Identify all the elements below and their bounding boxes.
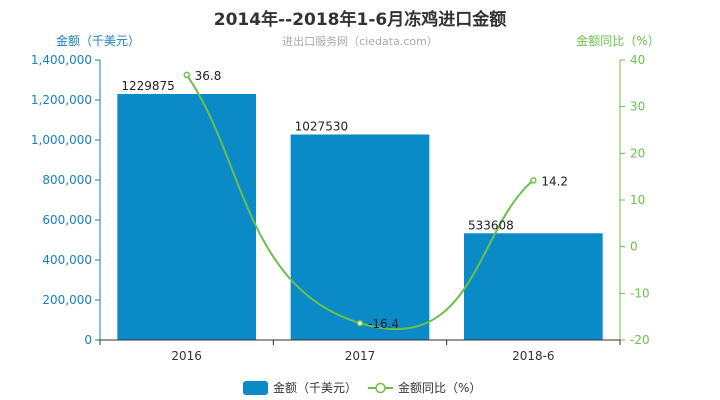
y-right-tick-label: 40 (630, 53, 645, 67)
y-right-tick-label: 30 (630, 100, 645, 114)
y-right-tick-label: -10 (630, 286, 650, 300)
x-tick-label: 2016 (171, 349, 202, 363)
y-left-tick-label: 600,000 (42, 213, 92, 227)
y-left-tick-label: 1,400,000 (31, 53, 92, 67)
y-left-tick-label: 400,000 (42, 253, 92, 267)
legend-line-label: 金额同比（%） (398, 380, 481, 395)
bar (290, 134, 430, 340)
bar (117, 94, 256, 341)
line-point (356, 319, 364, 327)
y-right-tick-label: 20 (630, 146, 645, 160)
legend-bar-swatch (243, 381, 268, 395)
y-right-tick-label: 10 (630, 193, 645, 207)
y-right-axis-label: 金额同比（%） (576, 33, 659, 48)
y-left-axis-label: 金额（千美元） (56, 33, 140, 48)
bar-data-label: 1229875 (121, 79, 174, 93)
y-left-tick-label: 1,000,000 (31, 133, 92, 147)
chart-subtitle: 进出口服务网（ciedata.com） (282, 34, 438, 48)
x-tick-label: 2017 (345, 349, 376, 363)
line-data-label: 14.2 (541, 174, 568, 188)
line-point (183, 71, 190, 79)
y-right-tick-label: 0 (630, 240, 638, 254)
legend-bar-label: 金额（千美元） (273, 380, 357, 395)
bar-data-label: 1027530 (295, 119, 348, 133)
line-data-label: -16.4 (368, 317, 399, 331)
y-right-tick-label: -20 (630, 333, 650, 347)
y-left-tick-label: 1,200,000 (31, 93, 92, 107)
bar (464, 233, 603, 340)
line-data-label: 36.8 (195, 69, 222, 83)
x-tick-label: 2018-6 (512, 349, 555, 363)
y-left-tick-label: 200,000 (42, 293, 92, 307)
bar-data-label: 533608 (468, 218, 514, 232)
line-point (530, 177, 537, 184)
plot-area: 0 200,000 400,000 600,000 800,000 1,000,000 1,… (31, 53, 650, 363)
legend: 金额（千美元） 金额同比（%） (243, 380, 481, 395)
chart-title: 2014年--2018年1-6月冻鸡进口金额 (214, 9, 506, 30)
y-left-tick-label: 800,000 (42, 173, 92, 187)
legend-line-marker (375, 382, 386, 394)
y-left-tick-label: 0 (84, 333, 92, 347)
